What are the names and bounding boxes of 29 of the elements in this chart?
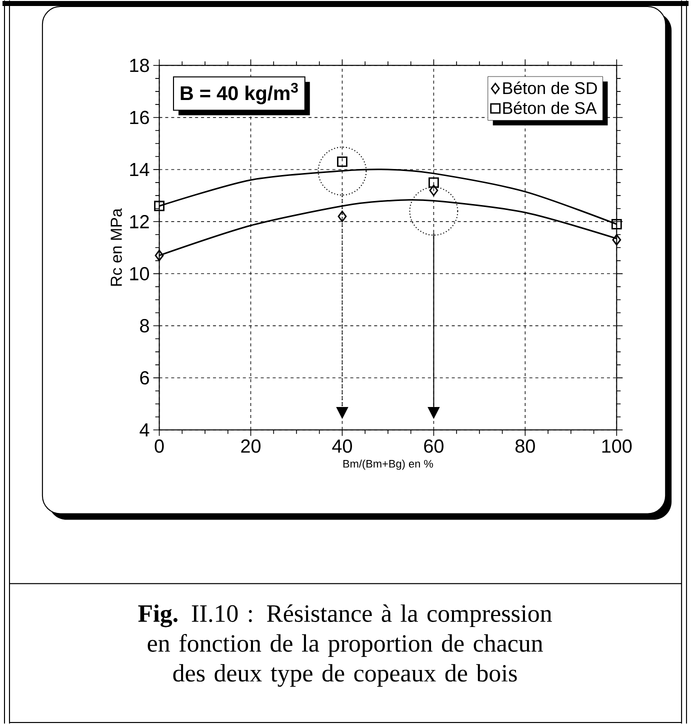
y-tick-label: 16	[130, 110, 149, 124]
point	[429, 184, 438, 196]
x-tick-label: 0	[154, 439, 164, 453]
point	[612, 234, 622, 246]
point	[428, 177, 439, 188]
x-axis-title: Bm/(Bm+Bg) en %	[343, 460, 433, 470]
y-tick-label: 14	[130, 163, 150, 176]
y-tick-label: 10	[130, 266, 150, 280]
point	[154, 200, 164, 212]
annotation: B = 40 kg/m$^{3}$	[180, 82, 298, 104]
legend-label: Béton de SD	[503, 82, 597, 94]
x-tick-label: 100	[602, 439, 632, 453]
y-tick-label: 12	[130, 215, 149, 228]
y-tick-label: 18	[130, 58, 149, 72]
point	[337, 156, 348, 167]
y-tick-label: 4	[140, 423, 150, 436]
point	[318, 146, 367, 196]
x-tick-label: 20	[241, 439, 261, 453]
text: Fig. II.10 : Résistance à la compression en fonction de la proportion de chacun des deux type de copeaux de bois	[138, 604, 552, 687]
point	[338, 210, 347, 222]
legend-label: Béton de SA	[503, 101, 597, 114]
point	[154, 250, 164, 262]
x-tick-label: 40	[332, 439, 352, 453]
y-axis-title: Rc en MPa	[110, 208, 122, 286]
x-tick-label: 80	[515, 439, 535, 453]
point	[611, 219, 622, 230]
x-tick-label: 60	[424, 439, 444, 453]
y-tick-label: 8	[140, 319, 149, 332]
y-tick-label: 6	[140, 371, 149, 385]
